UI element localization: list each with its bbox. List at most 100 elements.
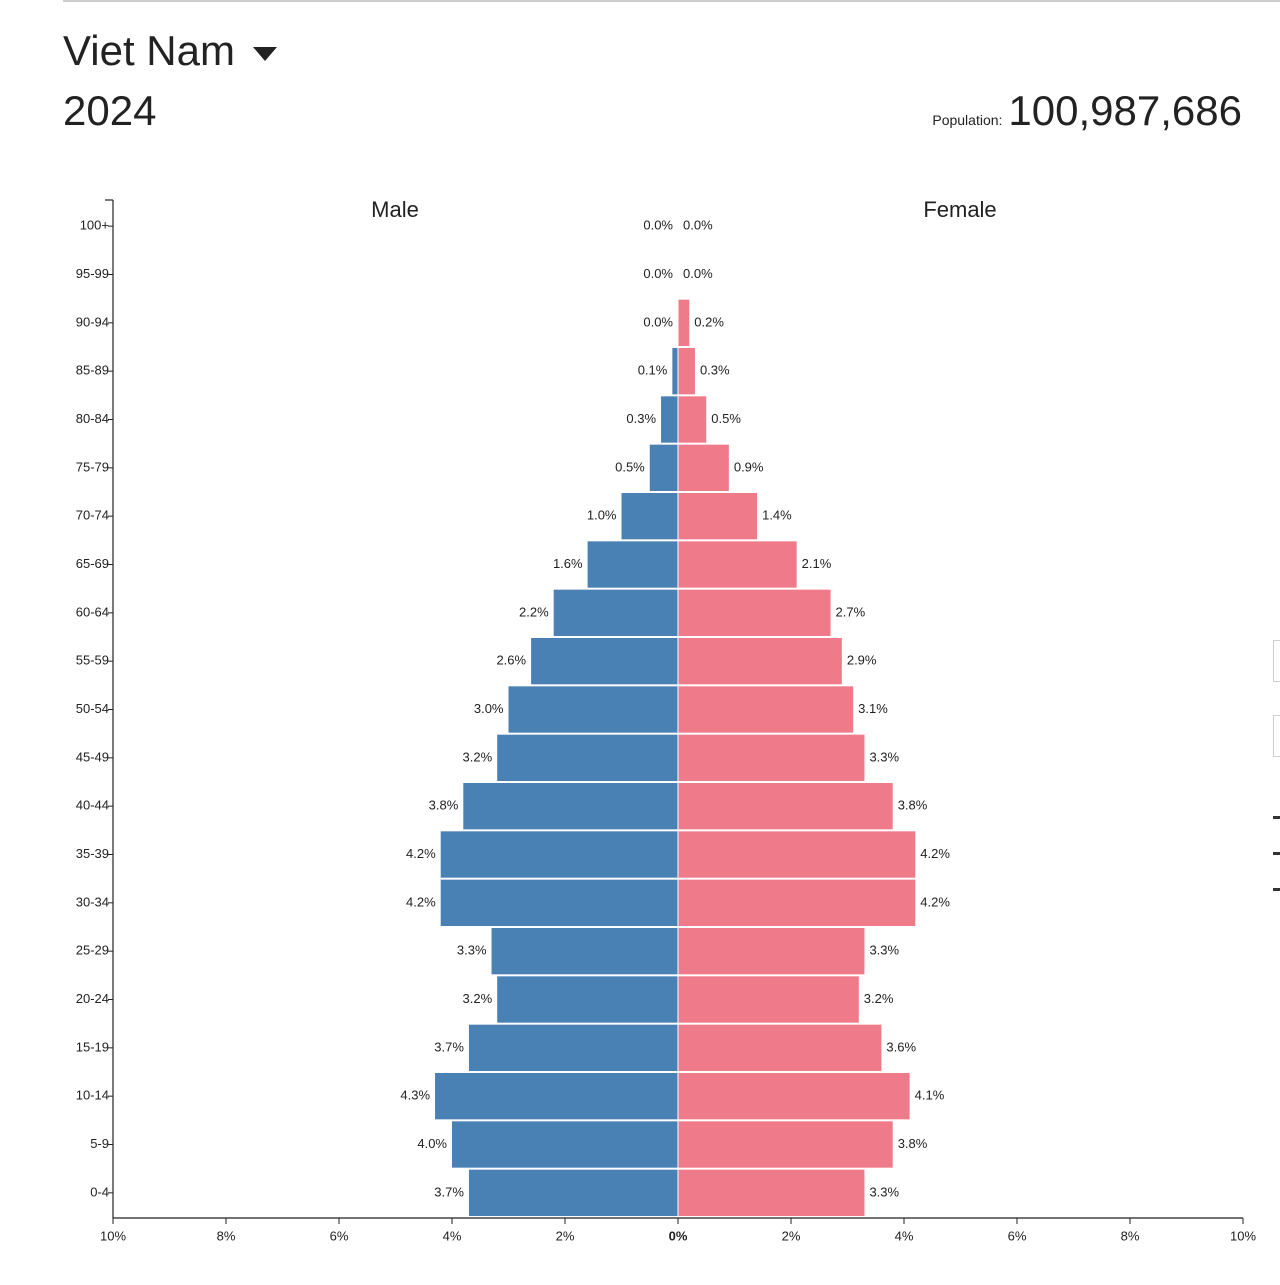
- x-tick-label: 0%: [669, 1228, 688, 1243]
- x-tick-label: 4%: [895, 1228, 914, 1243]
- male-value-label: 1.0%: [587, 508, 617, 523]
- male-bar: [672, 348, 678, 395]
- male-value-label: 3.3%: [457, 943, 487, 958]
- male-bar: [440, 879, 678, 926]
- male-value-label: 4.0%: [417, 1136, 447, 1151]
- male-value-label: 0.0%: [643, 314, 673, 329]
- male-value-label: 3.7%: [434, 1184, 464, 1199]
- female-bar: [678, 734, 865, 781]
- male-bar: [497, 976, 678, 1023]
- female-value-label: 3.8%: [898, 1136, 928, 1151]
- female-bar: [678, 444, 729, 491]
- side-panel-link[interactable]: [1273, 852, 1280, 855]
- male-value-label: 3.2%: [463, 749, 493, 764]
- country-name: Viet Nam: [63, 27, 235, 74]
- male-value-label: 3.2%: [463, 991, 493, 1006]
- x-tick-label: 8%: [1121, 1228, 1140, 1243]
- x-tick-label: 10%: [1230, 1228, 1256, 1243]
- female-value-label: 2.9%: [847, 653, 877, 668]
- female-bar: [678, 1073, 910, 1120]
- age-group-label: 100+: [80, 218, 109, 233]
- female-value-label: 1.4%: [762, 508, 792, 523]
- male-value-label: 0.0%: [643, 266, 673, 281]
- male-bar: [435, 1073, 678, 1120]
- male-value-label: 3.7%: [434, 1039, 464, 1054]
- female-value-label: 2.7%: [836, 604, 866, 619]
- x-tick-label: 2%: [556, 1228, 575, 1243]
- population-value: 100,987,686: [1008, 87, 1242, 134]
- male-bar: [491, 928, 678, 975]
- male-bar: [440, 831, 678, 878]
- male-value-label: 1.6%: [553, 556, 583, 571]
- male-value-label: 0.1%: [638, 363, 668, 378]
- female-bar: [678, 396, 707, 443]
- female-bar: [678, 686, 854, 733]
- male-value-label: 0.3%: [626, 411, 656, 426]
- age-group-label: 35-39: [76, 846, 109, 861]
- male-value-label: 4.2%: [406, 846, 436, 861]
- side-panel-box[interactable]: [1273, 640, 1280, 682]
- female-value-label: 0.3%: [700, 363, 730, 378]
- male-bar: [587, 541, 678, 588]
- female-value-label: 0.0%: [683, 218, 713, 233]
- male-value-label: 4.2%: [406, 894, 436, 909]
- female-value-label: 0.9%: [734, 459, 764, 474]
- female-value-label: 2.1%: [802, 556, 832, 571]
- population-label: Population:: [932, 112, 1003, 128]
- male-bar: [463, 783, 678, 830]
- age-group-label: 0-4: [90, 1184, 109, 1199]
- female-bar: [678, 299, 690, 346]
- male-bar: [553, 589, 678, 636]
- side-panel-link[interactable]: [1273, 816, 1280, 819]
- female-value-label: 4.2%: [920, 846, 950, 861]
- age-group-label: 50-54: [76, 701, 109, 716]
- age-group-label: 80-84: [76, 411, 109, 426]
- age-group-label: 95-99: [76, 266, 109, 281]
- female-bar: [678, 541, 797, 588]
- female-bar: [678, 1169, 865, 1216]
- male-bar: [531, 638, 678, 685]
- male-bar: [497, 734, 678, 781]
- x-tick-label: 2%: [782, 1228, 801, 1243]
- top-divider: [63, 0, 1280, 2]
- female-value-label: 3.8%: [898, 798, 928, 813]
- age-group-label: 5-9: [90, 1136, 109, 1151]
- male-bar: [468, 1024, 678, 1071]
- male-value-label: 2.2%: [519, 604, 549, 619]
- male-bar: [649, 444, 678, 491]
- female-bar: [678, 831, 916, 878]
- series-label-male: Male: [371, 197, 419, 222]
- female-bar: [678, 638, 842, 685]
- country-dropdown[interactable]: Viet Nam: [63, 26, 277, 76]
- male-value-label: 3.8%: [429, 798, 459, 813]
- male-bar: [661, 396, 678, 443]
- female-bar: [678, 493, 758, 540]
- age-group-label: 40-44: [76, 798, 109, 813]
- caret-down-icon: [252, 47, 277, 61]
- female-value-label: 3.6%: [886, 1039, 916, 1054]
- side-panel-box[interactable]: [1273, 715, 1280, 757]
- female-bar: [678, 783, 893, 830]
- population-readout: Population: 100,987,686: [932, 86, 1242, 136]
- male-value-label: 0.5%: [615, 459, 645, 474]
- female-bar: [678, 1024, 882, 1071]
- age-group-label: 55-59: [76, 653, 109, 668]
- female-value-label: 3.3%: [869, 943, 899, 958]
- x-tick-label: 8%: [217, 1228, 236, 1243]
- female-value-label: 0.5%: [711, 411, 741, 426]
- year-label: 2024: [63, 87, 157, 134]
- side-panel-link[interactable]: [1273, 888, 1280, 891]
- female-bar: [678, 976, 859, 1023]
- age-group-label: 90-94: [76, 314, 109, 329]
- male-bar: [468, 1169, 678, 1216]
- male-value-label: 4.3%: [400, 1088, 430, 1103]
- male-bar: [452, 1121, 678, 1168]
- female-bar: [678, 879, 916, 926]
- female-value-label: 3.3%: [869, 749, 899, 764]
- age-group-label: 10-14: [76, 1088, 109, 1103]
- age-group-label: 15-19: [76, 1039, 109, 1054]
- female-value-label: 4.1%: [915, 1088, 945, 1103]
- age-group-label: 75-79: [76, 459, 109, 474]
- age-group-label: 20-24: [76, 991, 109, 1006]
